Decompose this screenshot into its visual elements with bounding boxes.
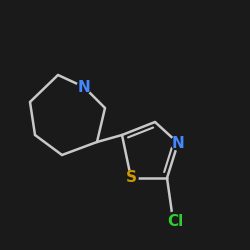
Circle shape: [166, 212, 184, 230]
Text: S: S: [126, 170, 136, 186]
Text: N: N: [172, 136, 184, 150]
Circle shape: [124, 171, 138, 185]
Circle shape: [77, 80, 91, 94]
Text: N: N: [78, 80, 90, 94]
Circle shape: [171, 136, 185, 150]
Text: Cl: Cl: [167, 214, 183, 228]
